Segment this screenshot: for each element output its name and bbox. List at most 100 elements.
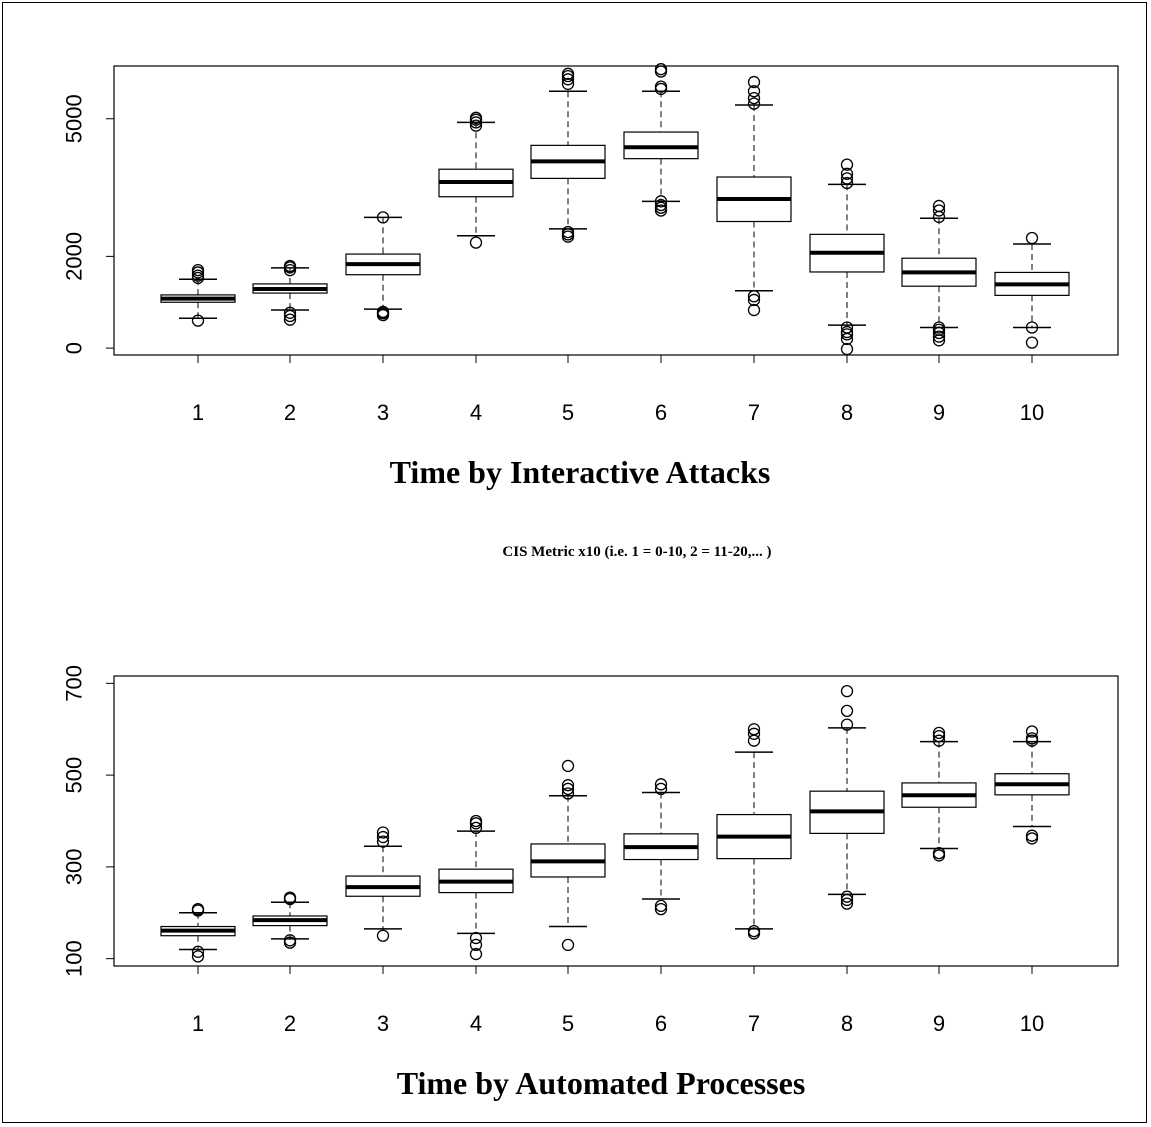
outlier-point [376,835,390,848]
box-10 [994,231,1070,349]
outlier-point [654,80,668,93]
outlier-point [1025,321,1039,334]
outlier-point [561,73,575,86]
outlier-point [376,929,390,942]
outlier-point [191,945,205,958]
outlier-point [840,176,854,190]
x-tick-label: 4 [470,1011,482,1036]
x-tick-label: 6 [655,1011,667,1036]
outlier-point [840,890,854,903]
x-tick-label: 7 [748,400,760,425]
outlier-point [469,236,483,249]
outlier-point [747,75,761,89]
box-7 [716,723,792,940]
outlier-point [840,897,854,910]
y-tick-label: 100 [62,940,87,977]
y-tick-label: 0 [62,342,87,354]
outlier-point [654,195,668,208]
outlier-point [840,325,854,339]
outlier-point [747,293,761,307]
box-4 [438,814,514,961]
outlier-point [654,63,668,76]
x-tick-label: 4 [470,400,482,425]
outlier-point [469,821,483,835]
outlier-point [654,201,668,214]
outlier-point [654,782,668,796]
outlier-point [561,67,575,80]
box-9 [901,199,977,347]
outlier-point [376,211,390,224]
box-6 [623,778,699,916]
outlier-point [191,950,205,963]
x-tick-label: 3 [377,1011,389,1036]
outlier-point [747,97,761,110]
outlier-point [283,313,297,326]
box-9 [901,726,977,862]
outlier-point [840,704,854,718]
outlier-point [840,718,854,731]
x-tick-label: 1 [192,1011,204,1036]
outlier-point [840,893,854,907]
outlier-point [561,779,575,792]
outlier-point [561,787,575,800]
outlier-point [747,727,761,740]
outlier-point [469,938,483,952]
outlier-point [469,111,483,124]
x-tick-label: 2 [284,400,296,425]
outlier-point [840,172,854,185]
x-tick-label: 1 [192,400,204,425]
outlier-point [932,846,946,860]
outlier-point [747,303,761,317]
outlier-point [932,321,946,334]
box-4 [438,111,514,249]
outlier-point [1025,231,1039,245]
outlier-point [932,330,946,343]
outlier-point [747,91,761,105]
box-plot-automated-processes: 100 300 500 700 1 2 3 4 5 6 7 8 9 10 [62,665,1119,1036]
outlier-point [283,934,297,947]
outlier-point [191,314,205,327]
outlier-point [747,85,761,98]
x-tick-label: 10 [1020,400,1044,425]
box-5 [530,759,606,952]
y-tick-label: 300 [62,849,87,886]
y-tick-label: 5000 [62,94,87,143]
x-tick-label: 9 [933,1011,945,1036]
box-6 [623,63,699,217]
x-tick-label: 2 [284,1011,296,1036]
outlier-point [840,684,854,698]
outlier-point [840,158,854,171]
outlier-point [840,167,854,180]
outlier-point [932,204,946,217]
outlier-point [283,309,297,323]
y-tick-label: 700 [62,665,87,702]
outlier-point [654,778,668,791]
outlier-point [654,198,668,212]
outlier-point [469,116,483,129]
x-tick-label: 5 [562,400,574,425]
outlier-point [469,814,483,828]
outlier-point [747,290,761,303]
box-1 [160,902,236,963]
outlier-point [376,826,390,839]
outlier-point [932,734,946,747]
outlier-point [561,938,575,952]
outlier-point [747,723,761,736]
outlier-point [561,225,575,239]
outlier-point [654,902,668,916]
chart-subtitle: CIS Metric x10 (i.e. 1 = 0-10, 2 = 11-20… [502,544,771,560]
chart-title-automated: Time by Automated Processes [397,1065,806,1101]
outlier-point [1025,829,1039,842]
outlier-point [1025,336,1039,349]
outlier-point [932,726,946,740]
x-tick-label: 9 [933,400,945,425]
x-tick-label: 5 [562,1011,574,1036]
box-7 [716,75,792,317]
box-8 [809,158,885,356]
x-tick-label: 10 [1020,1011,1044,1036]
y-tick-label: 500 [62,757,87,794]
box-2 [252,259,328,326]
outlier-point [283,263,297,277]
outlier-point [191,269,205,282]
